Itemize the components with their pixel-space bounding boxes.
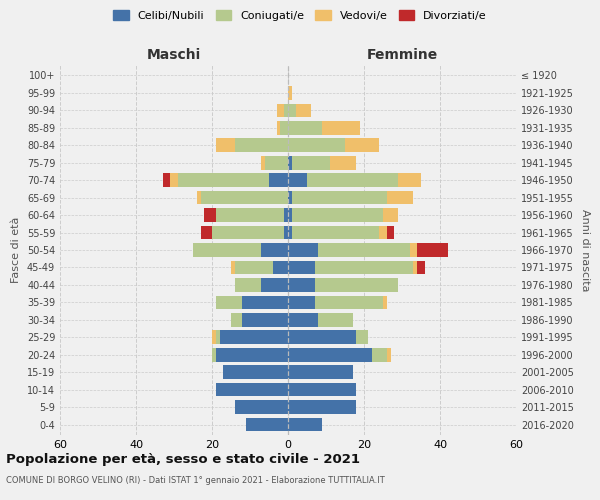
Bar — [197, 191, 200, 204]
Bar — [280, 121, 288, 134]
Bar — [288, 400, 356, 414]
Bar — [212, 348, 216, 362]
Text: COMUNE DI BORGO VELINO (RI) - Dati ISTAT 1° gennaio 2021 - Elaborazione TUTTITAL: COMUNE DI BORGO VELINO (RI) - Dati ISTAT… — [6, 476, 385, 485]
Bar — [216, 208, 284, 222]
Bar — [288, 260, 314, 274]
Bar — [288, 226, 292, 239]
Bar — [216, 138, 235, 152]
Bar — [235, 400, 288, 414]
Bar — [288, 418, 322, 432]
Bar — [284, 226, 288, 239]
Bar — [330, 156, 356, 170]
Bar — [296, 104, 311, 117]
Bar — [284, 208, 288, 222]
Bar — [319, 243, 410, 257]
Bar — [273, 260, 288, 274]
Bar — [292, 156, 330, 170]
Bar — [246, 418, 288, 432]
Bar — [216, 348, 288, 362]
Bar — [288, 104, 296, 117]
Bar — [223, 366, 288, 379]
Bar — [417, 260, 425, 274]
Bar — [212, 330, 216, 344]
Bar — [216, 330, 220, 344]
Bar — [288, 191, 292, 204]
Bar — [387, 191, 413, 204]
Bar — [371, 348, 387, 362]
Bar — [319, 313, 353, 326]
Bar — [277, 121, 280, 134]
Bar — [200, 226, 212, 239]
Bar — [288, 383, 356, 396]
Bar — [170, 174, 178, 187]
Bar — [288, 121, 322, 134]
Bar — [288, 174, 307, 187]
Text: Femmine: Femmine — [367, 48, 437, 62]
Bar — [242, 313, 288, 326]
Bar — [231, 313, 242, 326]
Bar — [288, 348, 371, 362]
Bar — [288, 330, 356, 344]
Bar — [288, 138, 345, 152]
Bar — [235, 138, 288, 152]
Bar — [205, 208, 216, 222]
Bar — [288, 208, 292, 222]
Bar — [288, 243, 319, 257]
Bar — [277, 104, 284, 117]
Bar — [269, 174, 288, 187]
Bar — [387, 348, 391, 362]
Bar — [288, 313, 319, 326]
Text: Popolazione per età, sesso e stato civile - 2021: Popolazione per età, sesso e stato civil… — [6, 452, 360, 466]
Bar — [314, 296, 383, 309]
Text: Maschi: Maschi — [147, 48, 201, 62]
Y-axis label: Fasce di età: Fasce di età — [11, 217, 21, 283]
Bar — [379, 226, 387, 239]
Bar — [288, 86, 292, 100]
Bar — [383, 208, 398, 222]
Bar — [398, 174, 421, 187]
Bar — [262, 156, 265, 170]
Bar — [413, 260, 417, 274]
Bar — [235, 260, 273, 274]
Bar — [220, 330, 288, 344]
Bar — [314, 278, 398, 291]
Bar — [288, 156, 292, 170]
Bar — [292, 226, 379, 239]
Bar — [314, 260, 413, 274]
Bar — [265, 156, 288, 170]
Bar — [417, 243, 448, 257]
Bar — [410, 243, 417, 257]
Bar — [231, 260, 235, 274]
Bar — [387, 226, 394, 239]
Bar — [200, 191, 288, 204]
Bar — [307, 174, 398, 187]
Bar — [345, 138, 379, 152]
Bar — [383, 296, 387, 309]
Legend: Celibi/Nubili, Coniugati/e, Vedovi/e, Divorziati/e: Celibi/Nubili, Coniugati/e, Vedovi/e, Di… — [111, 8, 489, 24]
Bar — [216, 296, 242, 309]
Bar — [242, 296, 288, 309]
Bar — [212, 226, 284, 239]
Bar — [292, 191, 387, 204]
Bar — [288, 366, 353, 379]
Bar — [262, 278, 288, 291]
Bar — [356, 330, 368, 344]
Bar — [262, 243, 288, 257]
Bar — [163, 174, 170, 187]
Bar — [193, 243, 262, 257]
Bar — [292, 208, 383, 222]
Bar — [178, 174, 269, 187]
Bar — [216, 383, 288, 396]
Bar — [288, 296, 314, 309]
Bar — [322, 121, 360, 134]
Bar — [284, 104, 288, 117]
Y-axis label: Anni di nascita: Anni di nascita — [580, 209, 590, 291]
Bar — [235, 278, 262, 291]
Bar — [288, 278, 314, 291]
